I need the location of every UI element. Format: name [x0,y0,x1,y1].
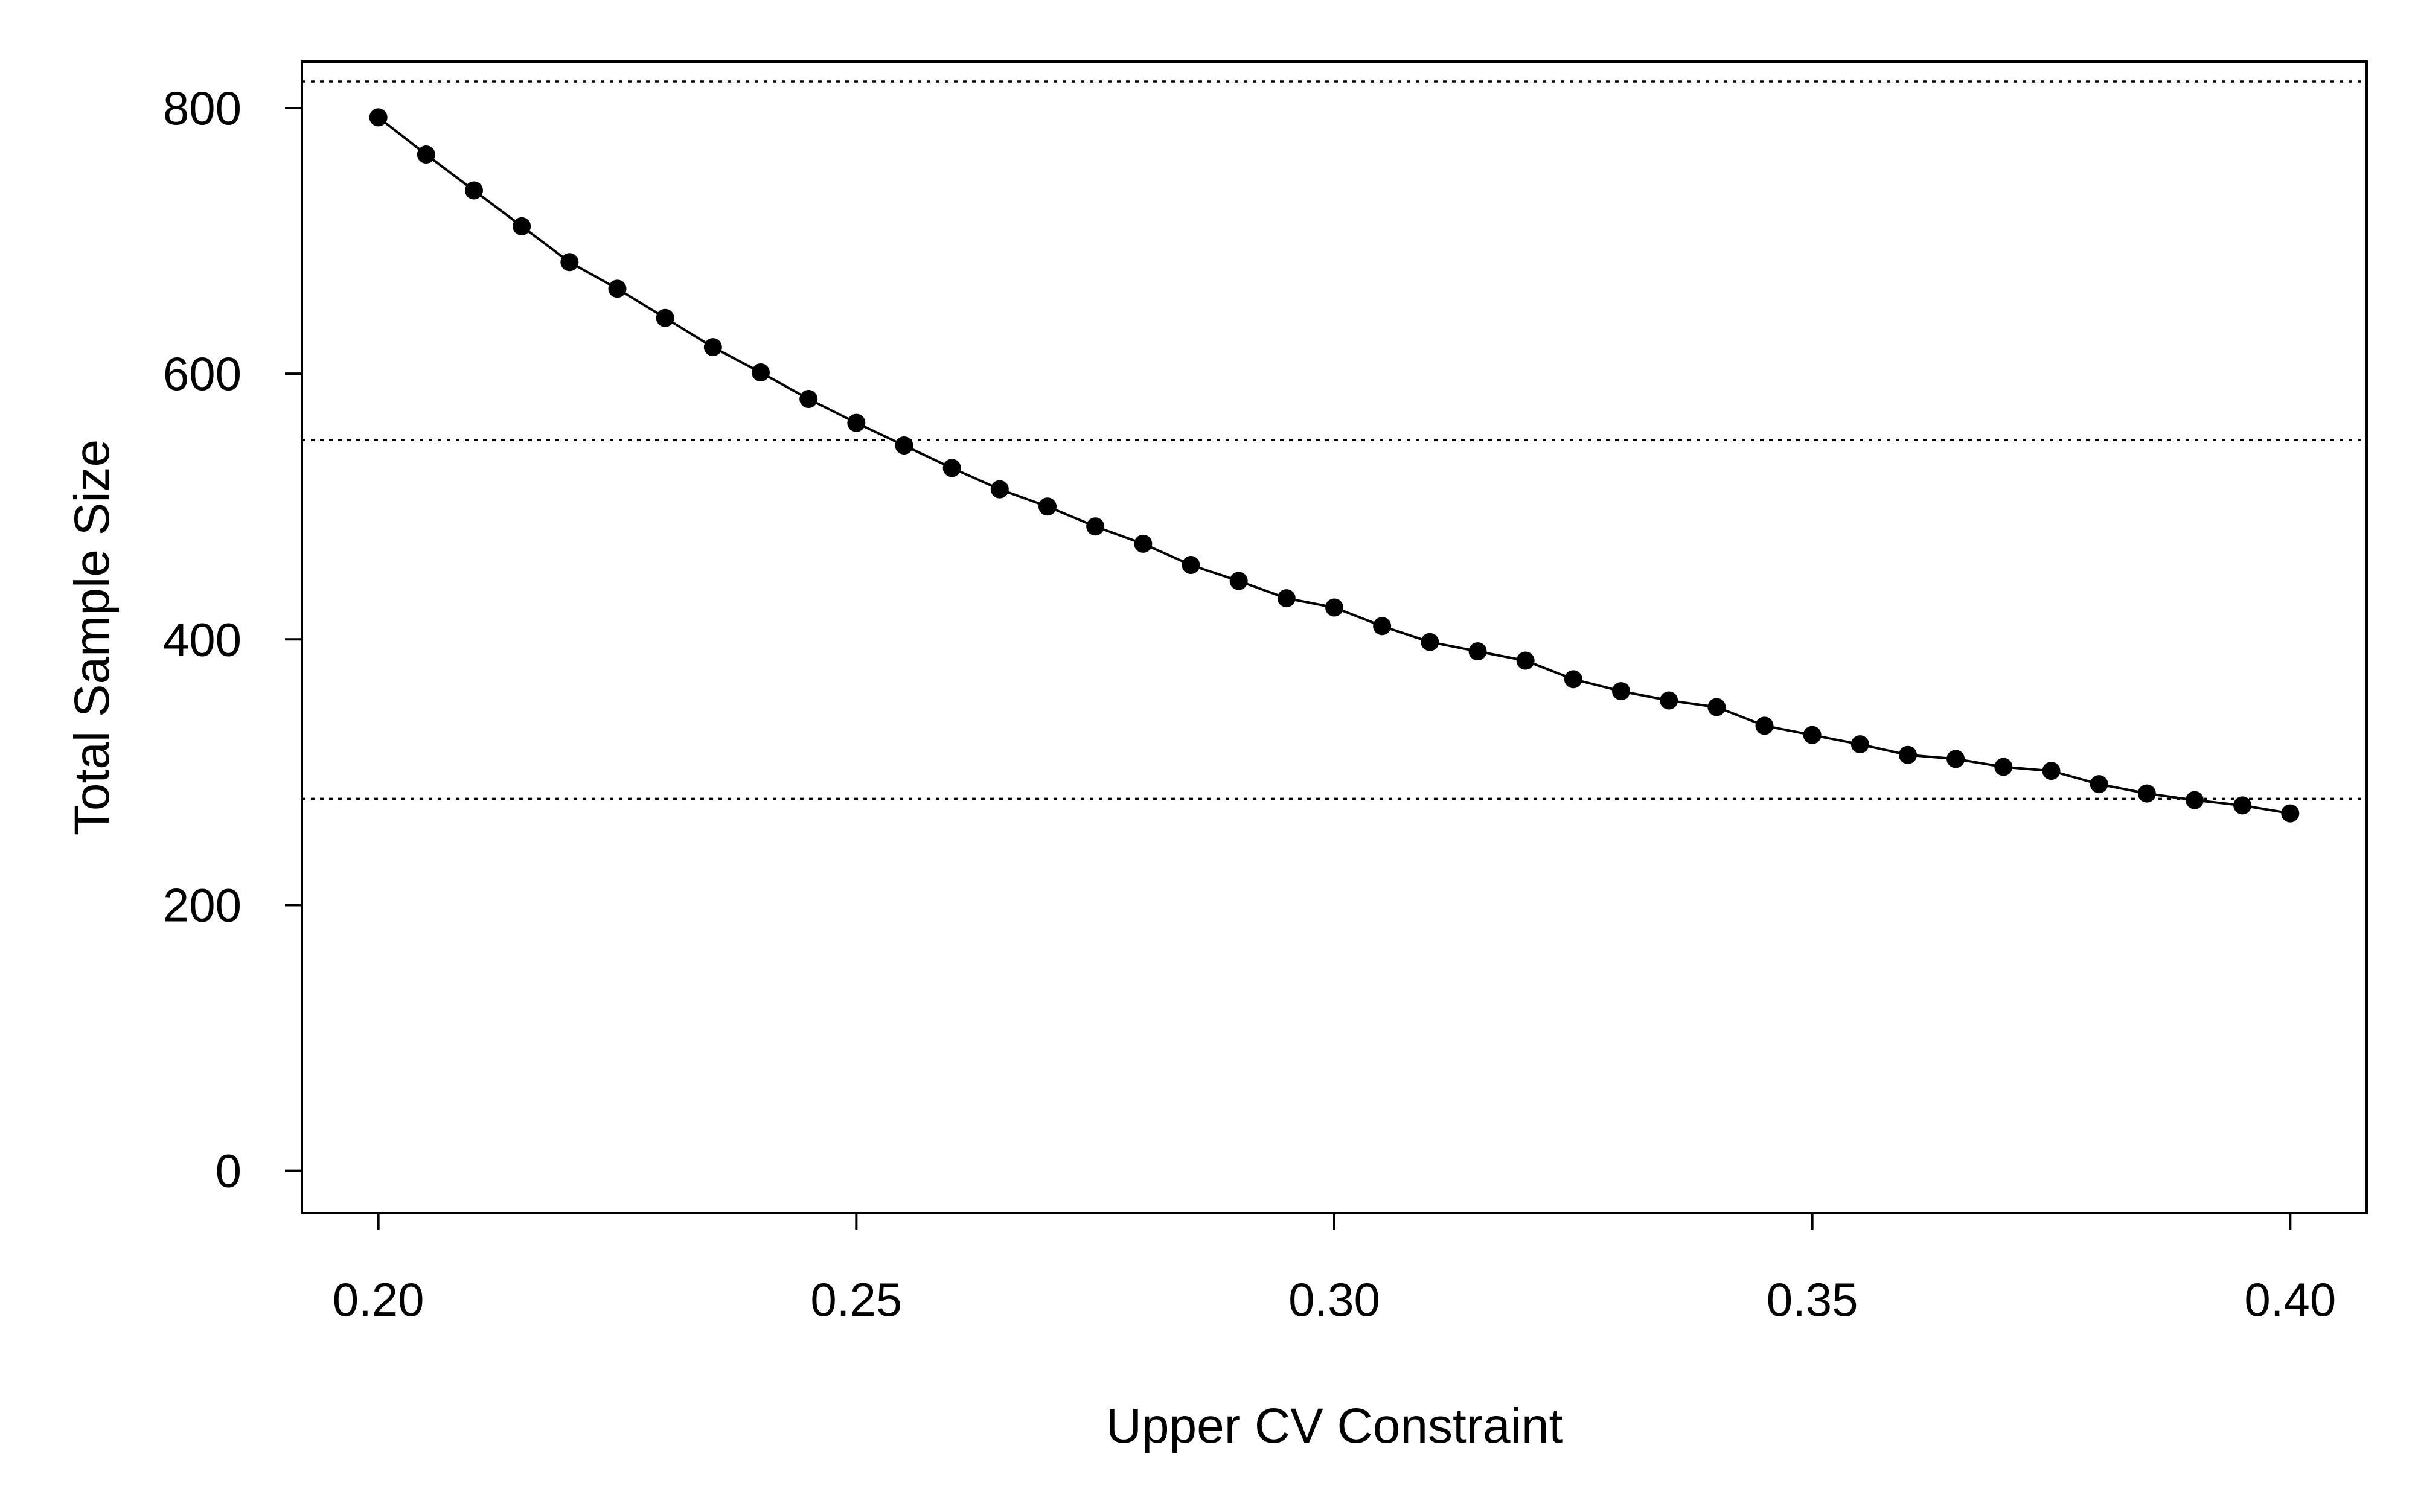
data-point [1373,617,1392,636]
data-point [1850,735,1869,754]
data-point [1421,633,1439,651]
data-point [990,480,1009,499]
data-point [1086,517,1105,536]
data-point [2233,796,2252,815]
data-point [2281,804,2300,823]
reference-lines [302,80,2367,800]
y-tick-label: 200 [163,878,242,931]
data-point [1994,758,2013,776]
y-tick-label: 600 [163,347,242,400]
data-point [1277,589,1296,608]
data-point [1564,670,1582,689]
y-tick-label: 0 [216,1144,242,1198]
data-point [369,108,388,127]
data-point [1946,750,1965,768]
data-point [2090,775,2108,794]
y-axis: 0 200 400 600 800 [163,81,303,1198]
x-tick-label: 0.35 [1767,1273,1858,1326]
data-point [895,436,913,455]
y-axis-label: Total Sample Size [65,439,120,835]
data-point [1468,642,1487,661]
data-point [1229,572,1248,590]
data-point [1134,534,1153,553]
data-point [513,217,531,235]
data-point [1038,497,1057,516]
data-point [799,389,818,408]
data-point [1660,691,1678,710]
data-point [2042,762,2061,780]
data-point [752,363,770,381]
x-tick-label: 0.30 [1288,1273,1380,1326]
data-point [656,308,674,327]
data-point [1325,598,1343,617]
data-point [1516,651,1535,670]
data-point [1899,745,1917,764]
data-point [465,181,483,200]
y-tick-label: 800 [163,81,242,135]
data-point [2186,791,2204,809]
y-tick-label: 400 [163,613,242,666]
data-point [1803,726,1822,744]
x-axis-label: Upper CV Constraint [1106,1399,1563,1453]
data-point [1182,556,1200,575]
data-point [1612,682,1630,701]
x-tick-label: 0.20 [333,1273,424,1326]
data-point [560,253,579,272]
x-axis: 0.20 0.25 0.30 0.35 0.40 [333,1212,2336,1326]
data-point [703,338,722,357]
data-point [1707,698,1726,716]
data-point [1755,716,1774,735]
series-layer [369,108,2300,823]
x-tick-label: 0.40 [2244,1273,2336,1326]
data-point [847,413,866,432]
data-point [942,459,961,477]
data-point [2137,784,2156,803]
data-point [608,279,627,298]
x-tick-label: 0.25 [810,1273,902,1326]
data-point [417,145,435,164]
